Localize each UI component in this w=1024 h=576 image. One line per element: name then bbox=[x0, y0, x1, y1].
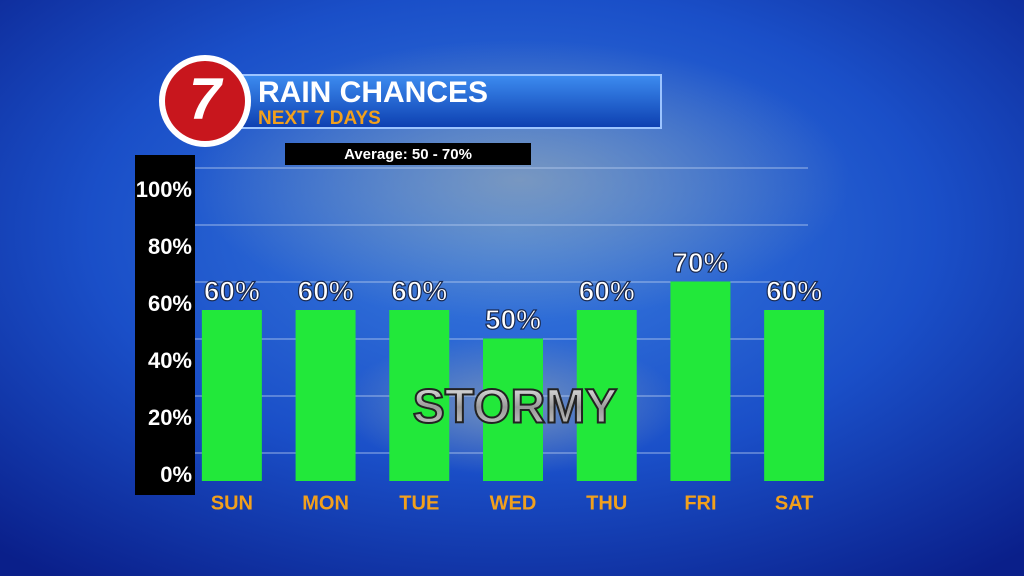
bar bbox=[670, 281, 731, 481]
note-box bbox=[285, 143, 531, 165]
y-tick-label: 100% bbox=[136, 177, 192, 202]
bar bbox=[295, 310, 356, 481]
bar bbox=[764, 310, 825, 481]
axis-panel bbox=[135, 155, 195, 495]
note: Average: 50 - 70% bbox=[344, 146, 472, 163]
logo-text: 7 bbox=[189, 66, 224, 131]
x-tick-label: MON bbox=[302, 492, 349, 514]
plot: 0% 20% 40% 60% 80% 100% SUN 60% MON 60% TUE 60% WED 5… bbox=[136, 167, 825, 514]
value-label: 60% bbox=[298, 275, 354, 306]
value-label: 60% bbox=[204, 275, 260, 306]
y-tick-label: 40% bbox=[148, 348, 192, 373]
bar bbox=[576, 310, 637, 481]
x-tick-label: THU bbox=[586, 492, 627, 514]
bar bbox=[483, 338, 543, 481]
y-tick-label: 20% bbox=[148, 405, 192, 430]
x-tick-label: TUE bbox=[399, 492, 439, 514]
x-tick-label: SUN bbox=[211, 492, 253, 514]
x-tick-label: FRI bbox=[684, 492, 716, 514]
value-label: 60% bbox=[766, 275, 822, 306]
x-tick-label: SAT bbox=[775, 492, 814, 514]
value-label: 60% bbox=[579, 275, 635, 306]
chart-subtitle: NEXT 7 DAYS bbox=[258, 108, 381, 129]
y-tick-label: 0% bbox=[160, 462, 192, 487]
annotation: STORMY bbox=[413, 381, 617, 434]
y-tick-label: 60% bbox=[148, 291, 192, 316]
bar bbox=[201, 310, 262, 481]
title-banner bbox=[224, 74, 662, 129]
bar bbox=[389, 310, 450, 481]
logo bbox=[165, 61, 245, 141]
value-label: 60% bbox=[391, 275, 447, 306]
value-label: 70% bbox=[672, 247, 728, 278]
x-tick-label: WED bbox=[490, 492, 537, 514]
value-label: 50% bbox=[485, 304, 541, 335]
chart-title: RAIN CHANCES bbox=[258, 76, 488, 109]
y-tick-label: 80% bbox=[148, 234, 192, 259]
